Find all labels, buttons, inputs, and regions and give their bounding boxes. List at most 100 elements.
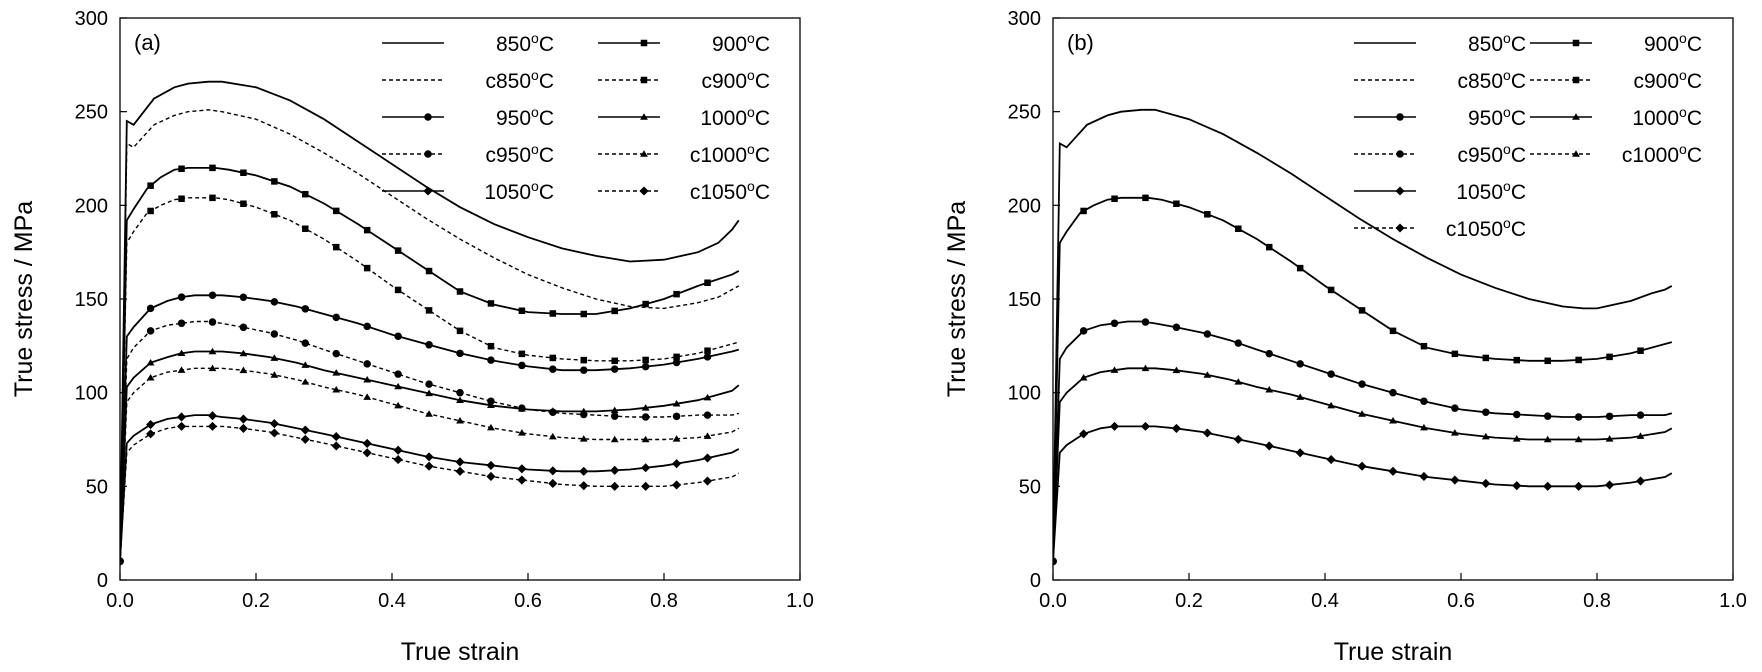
legend-label: 850oC [1468,30,1526,56]
data-point [641,435,650,443]
data-point [147,207,154,215]
data-point [1574,481,1584,491]
data-point [240,169,247,177]
legend-label: 1000oC [700,104,770,130]
data-point [1513,356,1521,364]
data-point [1234,378,1243,385]
data-point [641,362,650,371]
data-point [238,414,248,424]
data-point [517,475,527,485]
data-point [1080,207,1087,215]
data-point [394,247,402,254]
legend: 850oC 900oC c850oC c900oC 950oC 1000oC c950oC c… [382,30,770,204]
data-point [209,194,216,202]
data-point [178,195,185,202]
data-point [579,481,589,491]
data-point [146,429,156,439]
data-point [1265,243,1273,251]
data-point [1450,429,1459,436]
legend-marker [1395,223,1405,233]
data-point [487,300,495,307]
data-point [1233,434,1243,444]
legend-label: 850oC [496,30,554,56]
data-point [332,369,341,376]
x-tick-label: 0.6 [1447,590,1475,612]
data-point [518,307,526,315]
data-point [301,361,310,368]
data-point [518,350,526,358]
data-point [642,300,649,308]
series-line-c850degC [1053,108,1673,562]
data-point [610,412,619,420]
data-point [177,319,186,328]
data-point [363,375,372,383]
series-line-c850degC [120,109,740,562]
data-point [1543,435,1552,443]
data-point [300,425,310,435]
series-line-950degC [120,294,740,562]
data-point [1575,356,1582,364]
data-point [147,182,154,189]
data-point [1110,319,1119,328]
panel-a: 0.0 0.2 0.4 0.6 0.8 1.0 0 50 100 150 200 250 300 True… [10,8,814,666]
data-point [1605,412,1614,421]
data-point [425,267,433,275]
x-tick-label: 0.8 [650,590,678,612]
y-tick-label: 100 [75,383,108,405]
data-point [486,471,496,482]
legend-label: c1000oC [690,141,770,167]
data-point [1327,401,1336,409]
data-point [456,417,464,424]
legend-marker [424,150,432,158]
data-point [178,165,185,173]
data-point [239,323,248,332]
legend-marker [640,150,648,157]
y-tick-label: 50 [86,476,108,498]
data-point [487,356,495,364]
x-tick-label: 0.4 [1311,590,1339,612]
data-point [456,327,464,335]
data-point [610,365,619,373]
data-point [487,423,495,431]
data-point [1482,408,1490,417]
data-point [1358,410,1366,417]
data-point [1296,393,1305,400]
y-tick-label: 0 [1030,570,1041,592]
data-point [1202,428,1212,438]
data-point [208,291,217,300]
x-tick-label: 0.2 [242,590,270,612]
data-point [579,466,589,476]
data-point [703,432,712,439]
legend-label: c1050oC [690,178,770,204]
y-tick-label: 300 [75,8,108,30]
data-point [331,441,341,451]
x-tick-label: 1.0 [1719,590,1747,612]
data-point [1420,423,1428,431]
data-point [1235,225,1242,232]
data-point [1172,366,1181,374]
data-point [548,478,558,488]
data-point [270,298,279,306]
plot-area [120,80,740,566]
plot-frame [119,17,801,581]
series-line-c1000degC [1053,367,1673,562]
data-point [301,339,310,347]
data-point [486,460,496,470]
data-point [641,404,650,411]
legend-marker [423,186,433,196]
series-line-c900degC [120,197,739,562]
data-point [517,464,527,474]
data-point [302,225,309,232]
data-point [425,410,433,417]
data-point [362,438,372,448]
data-point [1388,466,1398,476]
legend-marker [1396,113,1404,121]
legend-label: c1050oC [1446,215,1526,241]
data-point [1142,194,1149,202]
data-point [208,364,217,372]
data-point [1420,342,1428,350]
data-point [177,293,186,301]
data-point [673,290,680,298]
data-point [207,421,218,431]
data-point [611,307,618,315]
